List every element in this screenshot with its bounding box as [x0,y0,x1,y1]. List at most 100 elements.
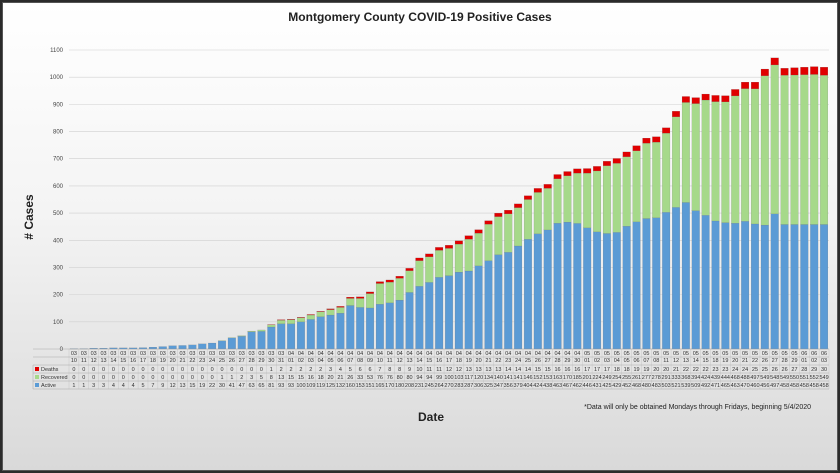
x-tick-label-month: 03 [199,351,205,357]
table-cell-recovered: 16 [308,375,314,381]
bar-active [277,323,286,350]
table-cell-deaths: 13 [485,367,491,373]
table-cell-recovered: 291 [662,375,671,381]
bar-active [356,307,365,350]
table-cell-active: 462 [573,383,582,389]
table-cell-recovered: 2 [240,375,243,381]
bar-deaths [494,213,503,217]
x-tick-label-month: 04 [387,351,393,357]
table-cell-active: 4 [132,383,135,389]
bar-deaths [504,210,513,214]
table-cell-deaths: 19 [643,367,649,373]
bar-active [741,221,750,350]
table-cell-active: 468 [632,383,641,389]
bar-active [168,345,177,350]
bar-recovered [366,293,374,309]
bar-recovered [435,250,444,278]
legend-label-recovered: Recovered [41,375,68,381]
table-cell-deaths: 2 [309,367,312,373]
bar-deaths [790,67,799,76]
table-cell-deaths: 4 [339,367,342,373]
table-cell-active: 503 [662,383,671,389]
table-cell-deaths: 18 [614,367,620,373]
bar-recovered [395,278,404,301]
x-tick-label-day: 11 [663,358,669,364]
x-tick-label-day: 19 [160,358,166,364]
x-tick-label-day: 05 [327,358,333,364]
x-tick-label-month: 04 [416,351,422,357]
bar-active [662,212,671,350]
bar-active [691,210,700,350]
bar-active [593,231,601,350]
x-tick-label-day: 21 [485,358,491,364]
bar-active [297,321,305,350]
bar-recovered [267,324,276,328]
bar-active [810,224,819,350]
x-tick-label-day: 10 [377,358,383,364]
x-tick-label-month: 05 [752,351,758,357]
table-cell-deaths: 0 [132,367,135,373]
x-tick-label-day: 28 [555,358,561,364]
data-note: *Data will only be obtained Mondays thro… [584,404,811,411]
x-tick-label-month: 05 [703,351,709,357]
table-cell-active: 460 [750,383,759,389]
table-cell-deaths: 6 [369,367,372,373]
x-axis-title: Date [418,410,444,424]
bar-recovered [652,142,661,218]
bar-recovered [524,199,532,240]
x-tick-label-month: 04 [298,351,304,357]
table-cell-active: 1 [72,383,75,389]
table-cell-deaths: 13 [495,367,501,373]
x-tick-label-month: 03 [209,351,215,357]
bar-recovered [375,283,384,305]
table-cell-recovered: 549 [819,375,828,381]
table-cell-active: 19 [199,383,205,389]
x-tick-label-month: 04 [406,351,412,357]
table-cell-recovered: 0 [112,375,115,381]
table-cell-active: 347 [494,383,503,389]
x-tick-label-month: 04 [446,351,452,357]
table-cell-recovered: 3 [250,375,253,381]
table-cell-deaths: 14 [525,367,531,373]
x-tick-label-day: 28 [782,358,788,364]
bar-recovered [385,282,394,303]
x-tick-label-month: 03 [258,351,264,357]
table-cell-recovered: 394 [691,375,700,381]
table-cell-recovered: 185 [573,375,582,381]
bar-active [800,224,809,350]
table-cell-deaths: 0 [112,367,115,373]
bar-active [405,292,414,350]
table-cell-deaths: 24 [732,367,738,373]
table-cell-recovered: 549 [760,375,769,381]
table-cell-active: 3 [92,383,95,389]
bar-recovered [514,207,523,247]
table-cell-deaths: 23 [712,367,718,373]
x-tick-label-day: 19 [722,358,728,364]
table-cell-deaths: 16 [574,367,580,373]
table-cell-active: 470 [741,383,750,389]
bar-deaths [602,161,611,166]
x-tick-label-month: 05 [673,351,679,357]
table-cell-recovered: 0 [102,375,105,381]
bar-active [188,344,197,350]
x-tick-label-month: 04 [485,351,491,357]
chart-svg: Montgomery County COVID-19 Positive Case… [22,10,830,424]
x-tick-label-month: 03 [140,351,146,357]
x-tick-label-day: 02 [298,358,304,364]
table-cell-active: 9 [161,383,164,389]
x-tick-label-day: 20 [170,358,176,364]
x-tick-label-month: 05 [722,351,728,357]
bar-deaths [691,97,700,104]
bar-deaths [366,291,374,294]
bar-deaths [454,240,463,245]
table-cell-recovered: 103 [454,375,463,381]
x-tick-label-day: 08 [357,358,363,364]
table-cell-deaths: 12 [446,367,452,373]
bar-deaths [306,314,315,316]
table-cell-recovered: 141 [513,375,522,381]
bar-recovered [464,239,473,272]
bar-deaths [672,111,680,117]
bar-deaths [642,137,651,144]
x-tick-label-month: 04 [308,351,314,357]
bar-recovered [346,298,355,306]
